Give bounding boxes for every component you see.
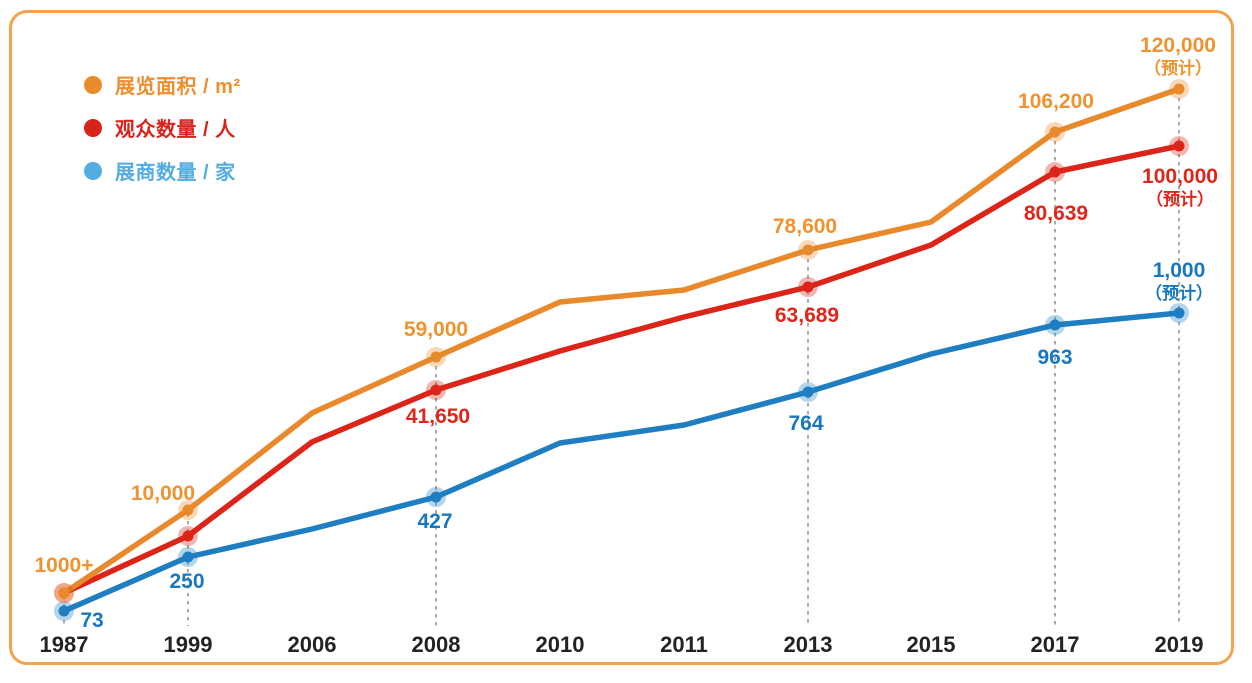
data-point-exhibitors-1999 xyxy=(182,551,194,563)
area-series-line xyxy=(61,86,1182,596)
data-label-visitors-80639: 80,639 xyxy=(1024,202,1088,225)
data-label-exhibitors-427: 427 xyxy=(417,510,452,533)
data-point-area-1999 xyxy=(182,504,194,516)
data-label-visitors-63689: 63,689 xyxy=(775,304,839,327)
data-label-visitors-100000: 100,000 xyxy=(1142,165,1218,188)
data-point-area-2013 xyxy=(802,244,814,256)
data-point-visitors-2013 xyxy=(802,281,814,293)
data-point-area-1987 xyxy=(58,587,70,599)
data-point-exhibitors-2017 xyxy=(1049,319,1061,331)
data-label-area-10000: 10,000 xyxy=(131,482,195,505)
legend-label-area: 展览面积 / m² xyxy=(115,76,241,98)
data-label-exhibitors-764: 764 xyxy=(788,412,823,435)
data-label-exhibitors-73: 73 xyxy=(80,609,103,632)
data-point-area-2019 xyxy=(1173,83,1185,95)
legend-item-visitors: 观众数量 / 人 xyxy=(84,114,241,141)
data-label-visitors-41650: 41,650 xyxy=(406,405,470,428)
legend-label-visitors: 观众数量 / 人 xyxy=(115,119,236,141)
x-axis-label-1987: 1987 xyxy=(40,632,89,657)
data-point-area-2017 xyxy=(1049,126,1061,138)
data-point-area-2008 xyxy=(430,351,442,363)
data-label-area-120000: 120,000 xyxy=(1140,34,1216,57)
chart-border-frame xyxy=(9,10,1234,665)
data-label-area-1000+: 1000+ xyxy=(35,554,94,577)
data-label-exhibitors-963: 963 xyxy=(1037,346,1072,369)
data-point-visitors-2017 xyxy=(1049,166,1061,178)
data-point-visitors-1999 xyxy=(182,530,194,542)
data-label-area-59000: 59,000 xyxy=(404,318,468,341)
x-axis-label-2017: 2017 xyxy=(1031,632,1080,657)
x-axis-label-2015: 2015 xyxy=(907,632,956,657)
data-label-area-78600: 78,600 xyxy=(773,215,837,238)
data-point-exhibitors-2013 xyxy=(802,386,814,398)
data-point-visitors-2008 xyxy=(430,384,442,396)
exhibitors-series-line xyxy=(61,310,1182,614)
area-series-dot-icon xyxy=(84,75,102,94)
data-point-exhibitors-2008 xyxy=(430,491,442,503)
data-label-visitors-100000: （预计） xyxy=(1146,189,1214,209)
legend: 展览面积 / m² 观众数量 / 人 展商数量 / 家 xyxy=(84,71,241,184)
legend-item-exhibitors: 展商数量 / 家 xyxy=(84,157,241,184)
data-point-exhibitors-2019 xyxy=(1173,307,1185,319)
x-axis-label-2019: 2019 xyxy=(1155,632,1204,657)
data-label-exhibitors-1000: 1,000 xyxy=(1153,259,1206,282)
x-axis-label-2010: 2010 xyxy=(536,632,585,657)
x-axis-label-2008: 2008 xyxy=(412,632,461,657)
x-axis-label-2013: 2013 xyxy=(784,632,833,657)
legend-item-area: 展览面积 / m² xyxy=(84,71,241,98)
data-label-exhibitors-1000: （预计） xyxy=(1145,283,1213,303)
data-point-visitors-2019 xyxy=(1173,140,1185,152)
visitors-series-dot-icon xyxy=(84,118,102,137)
x-axis-label-2006: 2006 xyxy=(288,632,337,657)
x-axis-label-2011: 2011 xyxy=(660,632,708,657)
data-point-exhibitors-1987 xyxy=(58,605,70,617)
data-label-area-120000: （预计） xyxy=(1144,58,1212,78)
data-label-exhibitors-250: 250 xyxy=(169,570,204,593)
visitors-series-line xyxy=(61,143,1182,596)
x-axis-label-1999: 1999 xyxy=(164,632,213,657)
legend-label-exhibitors: 展商数量 / 家 xyxy=(115,162,236,184)
data-label-area-106200: 106,200 xyxy=(1018,90,1094,113)
exhibitors-series-dot-icon xyxy=(84,161,102,180)
